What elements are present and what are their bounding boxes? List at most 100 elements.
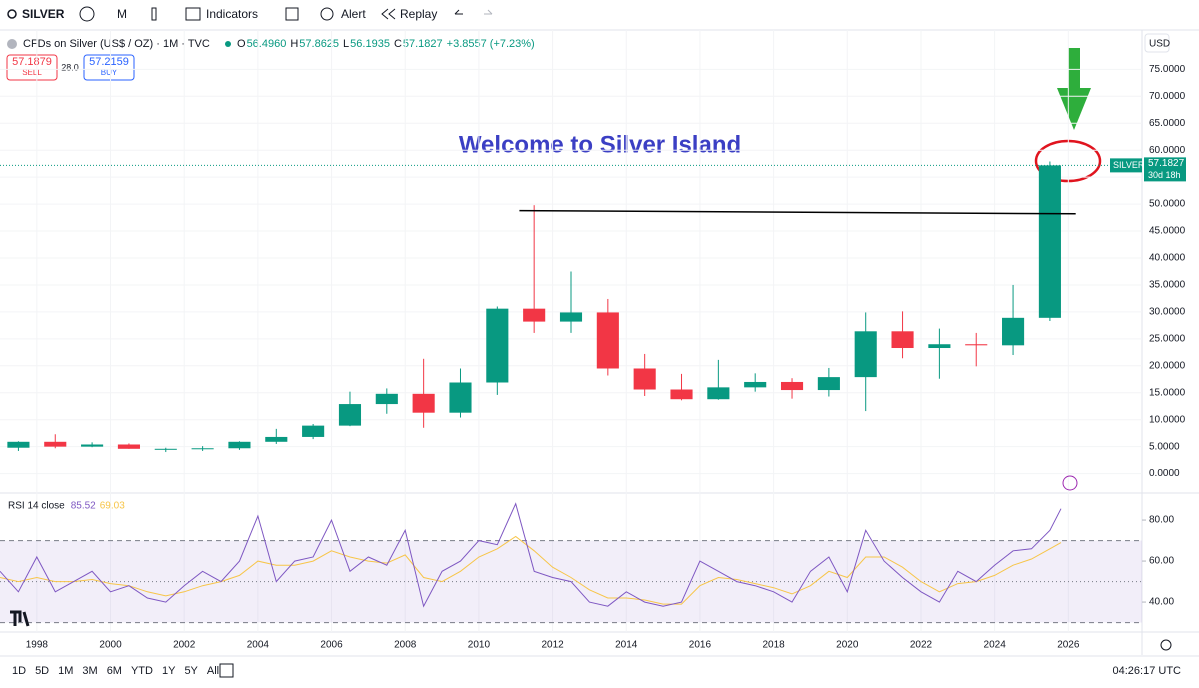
candle-body — [670, 389, 693, 400]
add-symbol[interactable] — [79, 6, 95, 22]
indicators-button[interactable]: Indicators — [206, 7, 258, 21]
legend-title: CFDs on Silver (US$ / OZ) · 1M · TVC — [23, 38, 210, 50]
clock: 04:26:17 UTC — [1113, 665, 1182, 677]
ohlc-value: 57.8625 — [299, 38, 339, 50]
currency[interactable]: USD — [1149, 39, 1170, 50]
x-tick-label: 1998 — [26, 640, 49, 651]
x-tick-label: 2008 — [394, 640, 417, 651]
plot: 1998 2000 2002 2004 2006 2008 2010 2012 2014 2016… — [0, 30, 1186, 651]
buy-button[interactable] — [83, 54, 135, 81]
x-tick-label: 2012 — [541, 640, 564, 651]
candle-body — [891, 331, 914, 349]
candle-body — [744, 381, 767, 388]
change: +3.8557 (+7.23%) — [447, 38, 535, 50]
candle-body — [302, 425, 325, 437]
timeframe-button[interactable]: 6M — [107, 665, 122, 677]
x-tick-label: 2004 — [247, 640, 270, 651]
replay-icon[interactable] — [381, 8, 396, 20]
last-price-label: 57.1827 — [1148, 158, 1185, 169]
flash-icon[interactable] — [1062, 475, 1078, 491]
candle-body — [44, 441, 67, 447]
interval[interactable]: M — [117, 7, 127, 21]
sell-label[interactable]: SELL — [22, 68, 42, 77]
y-tick-label: 50.0000 — [1149, 199, 1186, 210]
timeframe-button[interactable]: 3M — [82, 665, 97, 677]
settings-icon[interactable] — [1160, 639, 1172, 651]
ohlc-key: H — [290, 38, 298, 50]
resistance-line — [519, 209, 1076, 215]
alert-icon[interactable] — [320, 7, 334, 21]
y-tick-label: 70.0000 — [1149, 91, 1186, 102]
redo[interactable] — [484, 9, 493, 15]
candle-body — [449, 382, 472, 413]
x-tick-label: 2006 — [320, 640, 343, 651]
ohlc-value: 56.1935 — [350, 38, 390, 50]
y-tick-label: 0.0000 — [1149, 468, 1180, 479]
rsi-tick-label: 80.00 — [1149, 515, 1174, 526]
ohlc-key: C — [394, 38, 402, 50]
rsi-tick-label: 60.00 — [1149, 556, 1174, 567]
y-tick-label: 40.0000 — [1149, 253, 1186, 264]
symbol-tag-bg — [1110, 158, 1142, 173]
toolbar: SILVER M Indicators Alert Replay — [0, 6, 1199, 31]
candle-body — [486, 308, 509, 383]
replay-button[interactable]: Replay — [400, 7, 437, 21]
y-tick-label: 75.0000 — [1149, 64, 1186, 75]
candle-body — [228, 441, 251, 449]
timeframe-button[interactable]: 1M — [58, 665, 73, 677]
x-tick-label: 2002 — [173, 640, 196, 651]
symbol-logo — [7, 39, 17, 49]
x-tick-label: 2024 — [984, 640, 1007, 651]
ohlc-key: L — [343, 38, 349, 50]
symbol-tag: SILVER — [1113, 160, 1145, 170]
candle-body — [338, 404, 362, 426]
candle-body — [633, 368, 656, 390]
candle-body — [412, 393, 435, 413]
x-tick-label: 2022 — [910, 640, 933, 651]
sell-price[interactable]: 57.1879 — [12, 56, 52, 68]
buy-label[interactable]: BUY — [101, 68, 118, 77]
x-tick-label: 2016 — [689, 640, 712, 651]
buy-price[interactable]: 57.2159 — [89, 56, 129, 68]
candle-body — [965, 344, 988, 346]
layouts-icon[interactable] — [285, 7, 299, 21]
candle-body — [559, 312, 583, 322]
search-icon[interactable] — [7, 9, 17, 19]
timeframe-button[interactable]: 5D — [35, 665, 49, 677]
candle-body — [854, 331, 877, 378]
indicators-icon[interactable] — [185, 7, 201, 21]
candle-body — [117, 444, 140, 449]
sell-button[interactable] — [6, 54, 58, 81]
candle-body — [1038, 165, 1061, 318]
legend: CFDs on Silver (US$ / OZ) · 1M · TVC O 56… — [6, 38, 535, 81]
ohlc-key: O — [237, 38, 246, 50]
date-range-icon[interactable] — [219, 663, 234, 678]
rsi-line — [0, 502, 1062, 608]
candle-body — [191, 448, 214, 450]
bottom-bar: 04:26:17 UTC 1D 5D 1M 3M 6M YTD 1Y 5Y All — [10, 475, 1182, 678]
candle-body — [817, 377, 840, 391]
y-tick-label: 5.0000 — [1149, 441, 1180, 452]
candle-body — [780, 381, 804, 391]
timeframe-button[interactable]: All — [207, 665, 219, 677]
candle-body — [596, 312, 619, 369]
rsi-tick-label: 40.00 — [1149, 597, 1174, 608]
timeframe-button[interactable]: 1D — [12, 665, 26, 677]
y-tick-label: 65.0000 — [1149, 118, 1186, 129]
candle-body — [81, 444, 104, 447]
chart-type-icon[interactable] — [151, 7, 157, 21]
timeframe-button[interactable]: YTD — [131, 665, 153, 677]
currency-box[interactable] — [1144, 33, 1170, 53]
alert-button[interactable]: Alert — [341, 7, 366, 21]
x-tick-label: 2026 — [1057, 640, 1080, 651]
y-tick-label: 60.0000 — [1149, 145, 1186, 156]
undo[interactable] — [454, 9, 463, 15]
timeframe-button[interactable]: 1Y — [162, 665, 176, 677]
x-tick-label: 2018 — [762, 640, 785, 651]
symbol[interactable]: SILVER — [22, 7, 65, 21]
timeframe-button[interactable]: 5Y — [184, 665, 198, 677]
candle-body — [265, 436, 288, 442]
candle-body — [707, 387, 730, 400]
